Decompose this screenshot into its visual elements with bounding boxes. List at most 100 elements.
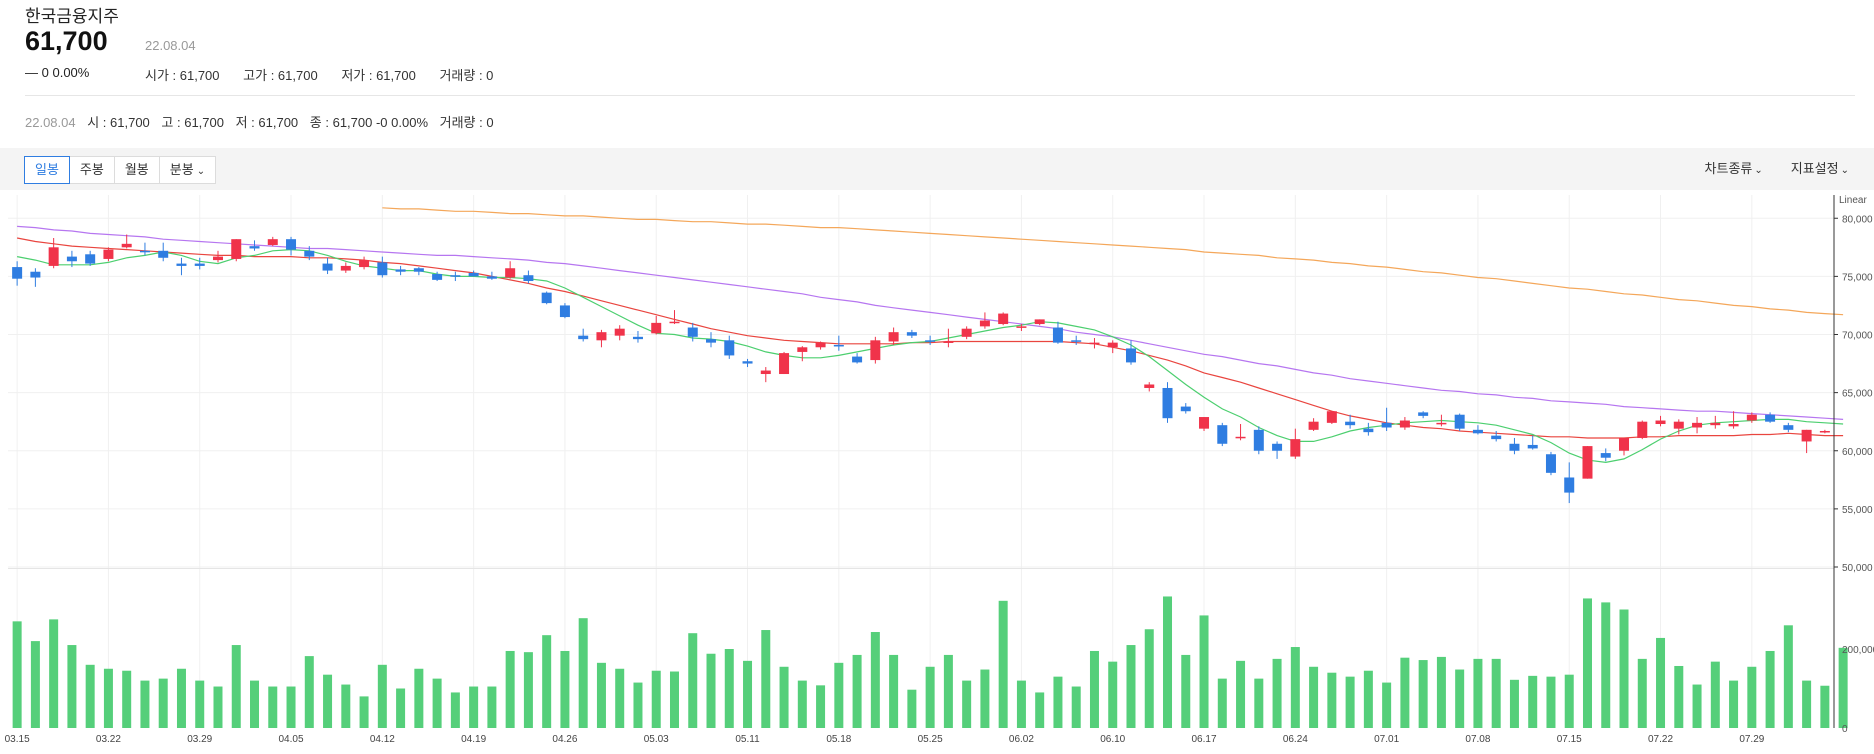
candle[interactable] [943, 328, 954, 348]
candle[interactable] [925, 335, 936, 345]
tab-daily[interactable]: 일봉 [24, 156, 70, 184]
candle[interactable] [1272, 441, 1283, 459]
candle[interactable] [359, 256, 370, 270]
candle[interactable] [121, 234, 132, 249]
candle[interactable] [194, 257, 205, 270]
candle[interactable] [48, 238, 59, 269]
candle[interactable] [1509, 437, 1520, 455]
candle[interactable] [1071, 335, 1082, 345]
candle[interactable] [1363, 422, 1374, 436]
candle[interactable] [139, 242, 150, 256]
candle[interactable] [852, 353, 863, 364]
candle[interactable] [1107, 340, 1118, 354]
candle[interactable] [1235, 424, 1246, 441]
candle[interactable] [1199, 417, 1210, 431]
candle[interactable] [1472, 425, 1483, 435]
candle[interactable] [30, 268, 41, 287]
candle[interactable] [797, 346, 808, 362]
candle[interactable] [596, 329, 607, 348]
candle[interactable] [1692, 417, 1703, 434]
candle[interactable] [486, 271, 497, 280]
candle[interactable] [742, 358, 753, 368]
candle[interactable] [724, 335, 735, 359]
candle[interactable] [1783, 422, 1794, 433]
candle[interactable] [413, 267, 424, 276]
candle[interactable] [304, 246, 315, 261]
candle[interactable] [687, 322, 698, 342]
candle[interactable] [212, 250, 223, 263]
candle[interactable] [505, 261, 516, 279]
candle[interactable] [760, 367, 771, 383]
candle[interactable] [1746, 412, 1757, 423]
candle[interactable] [1162, 382, 1173, 423]
candle[interactable] [523, 270, 534, 284]
candle[interactable] [651, 315, 662, 335]
candle[interactable] [468, 270, 479, 277]
candle[interactable] [1765, 412, 1776, 423]
candle[interactable] [1819, 429, 1830, 434]
candle[interactable] [815, 341, 826, 350]
candle[interactable] [231, 239, 242, 262]
candle[interactable] [103, 247, 114, 262]
candle[interactable] [1436, 414, 1447, 427]
candle[interactable] [1290, 428, 1301, 459]
candle[interactable] [1125, 340, 1136, 365]
candle[interactable] [1345, 414, 1356, 429]
candle[interactable] [1710, 415, 1721, 429]
candle[interactable] [1545, 451, 1556, 476]
candle[interactable] [12, 261, 23, 286]
candle[interactable] [176, 257, 187, 276]
candle[interactable] [706, 332, 717, 348]
candle[interactable] [249, 240, 260, 251]
candle[interactable] [1089, 337, 1100, 349]
candle[interactable] [1381, 407, 1392, 431]
candle[interactable] [322, 257, 333, 275]
candle[interactable] [541, 291, 552, 305]
candle[interactable] [1527, 435, 1538, 450]
candle[interactable] [559, 303, 570, 319]
candle[interactable] [998, 312, 1009, 326]
candle[interactable] [432, 271, 443, 282]
candle[interactable] [1144, 382, 1155, 392]
candle[interactable] [267, 236, 278, 247]
candle[interactable] [1801, 429, 1812, 454]
candle[interactable] [1600, 448, 1611, 462]
candle[interactable] [1491, 430, 1502, 442]
candle[interactable] [1180, 403, 1191, 414]
candle[interactable] [85, 250, 96, 266]
candle[interactable] [961, 326, 972, 340]
candle[interactable] [833, 335, 844, 351]
candle[interactable] [395, 265, 406, 276]
candle[interactable] [1637, 420, 1648, 440]
candle[interactable] [1308, 418, 1319, 431]
candle[interactable] [1655, 415, 1666, 427]
candle[interactable] [1034, 319, 1045, 326]
candle[interactable] [779, 351, 790, 375]
candle[interactable] [158, 242, 169, 262]
candle[interactable] [1728, 411, 1739, 429]
tab-weekly[interactable]: 주봉 [68, 156, 115, 184]
tab-monthly[interactable]: 월봉 [113, 156, 160, 184]
candle[interactable] [66, 250, 77, 268]
price-volume-chart[interactable]: Linear 80,000 75,000 70,000 65,000 60,000 55,0… [0, 195, 1874, 754]
candle[interactable] [1418, 411, 1429, 419]
candle[interactable] [1326, 411, 1337, 425]
candle[interactable] [1564, 462, 1575, 504]
candle[interactable] [1673, 419, 1684, 435]
candle[interactable] [1217, 422, 1228, 447]
candle[interactable] [286, 236, 297, 256]
candle[interactable] [450, 271, 461, 282]
candle[interactable] [979, 312, 990, 329]
candle[interactable] [1582, 446, 1593, 479]
indicator-settings-button[interactable]: 지표설정 ⌄ [1791, 156, 1849, 182]
candle[interactable] [906, 329, 917, 338]
chart-type-button[interactable]: 차트종류 ⌄ [1705, 156, 1763, 182]
candle[interactable] [1253, 426, 1264, 455]
candle[interactable] [340, 262, 351, 273]
candle[interactable] [1052, 321, 1063, 344]
candle[interactable] [632, 331, 643, 343]
candle[interactable] [888, 327, 899, 345]
candle[interactable] [669, 310, 680, 325]
candle[interactable] [1016, 324, 1027, 332]
candle[interactable] [1454, 413, 1465, 431]
